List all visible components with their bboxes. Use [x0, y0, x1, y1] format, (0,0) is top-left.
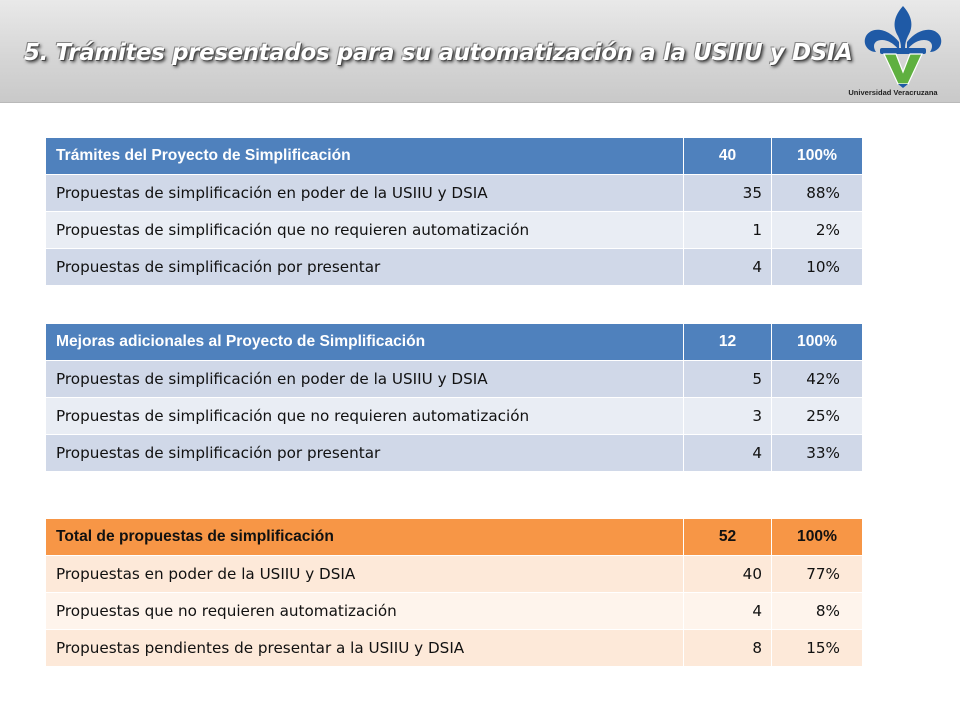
row-count: 4	[683, 592, 772, 630]
total-proposals-table: Total de propuestas de simplificación 52…	[45, 518, 863, 667]
row-percent: 10%	[771, 248, 863, 286]
table-row: Propuestas pendientes de presentar a la …	[45, 629, 863, 667]
row-percent: 15%	[771, 629, 863, 667]
table-row: Propuestas de simplificación que no requ…	[45, 211, 863, 249]
additional-improvements-table: Mejoras adicionales al Proyecto de Simpl…	[45, 323, 863, 472]
row-percent: 2%	[771, 211, 863, 249]
slide-title: 5. Trámites presentados para su automati…	[24, 40, 853, 66]
row-percent: 77%	[771, 555, 863, 593]
row-count: 4	[683, 248, 772, 286]
header-percent: 100%	[771, 518, 863, 556]
row-label: Propuestas de simplificación por present…	[45, 434, 684, 472]
table-row: Propuestas de simplificación que no requ…	[45, 397, 863, 435]
row-label: Propuestas de simplificación por present…	[45, 248, 684, 286]
row-label: Propuestas de simplificación en poder de…	[45, 174, 684, 212]
row-count: 40	[683, 555, 772, 593]
row-count: 5	[683, 360, 772, 398]
row-count: 3	[683, 397, 772, 435]
table-row: Propuestas de simplificación por present…	[45, 248, 863, 286]
header-label: Total de propuestas de simplificación	[45, 518, 684, 556]
row-label: Propuestas que no requieren automatizaci…	[45, 592, 684, 630]
row-label: Propuestas pendientes de presentar a la …	[45, 629, 684, 667]
row-label: Propuestas de simplificación que no requ…	[45, 397, 684, 435]
table-row: Propuestas en poder de la USIIU y DSIA 4…	[45, 555, 863, 593]
table-header-row: Total de propuestas de simplificación 52…	[45, 518, 863, 556]
row-percent: 88%	[771, 174, 863, 212]
row-count: 35	[683, 174, 772, 212]
row-label: Propuestas de simplificación en poder de…	[45, 360, 684, 398]
slide-header: 5. Trámites presentados para su automati…	[0, 0, 960, 103]
table-header-row: Trámites del Proyecto de Simplificación …	[45, 137, 863, 175]
table-row: Propuestas de simplificación por present…	[45, 434, 863, 472]
row-percent: 33%	[771, 434, 863, 472]
row-count: 8	[683, 629, 772, 667]
row-label: Propuestas de simplificación que no requ…	[45, 211, 684, 249]
header-label: Mejoras adicionales al Proyecto de Simpl…	[45, 323, 684, 361]
header-count: 40	[683, 137, 772, 175]
table-header-row: Mejoras adicionales al Proyecto de Simpl…	[45, 323, 863, 361]
header-count: 52	[683, 518, 772, 556]
fleur-de-lis-uv-logo-icon	[864, 6, 942, 88]
table-row: Propuestas de simplificación en poder de…	[45, 360, 863, 398]
logo-caption: Universidad Veracruzana	[848, 88, 938, 97]
row-count: 4	[683, 434, 772, 472]
row-percent: 25%	[771, 397, 863, 435]
header-label: Trámites del Proyecto de Simplificación	[45, 137, 684, 175]
row-percent: 42%	[771, 360, 863, 398]
header-percent: 100%	[771, 323, 863, 361]
row-percent: 8%	[771, 592, 863, 630]
table-row: Propuestas de simplificación en poder de…	[45, 174, 863, 212]
header-count: 12	[683, 323, 772, 361]
header-percent: 100%	[771, 137, 863, 175]
row-count: 1	[683, 211, 772, 249]
table-row: Propuestas que no requieren automatizaci…	[45, 592, 863, 630]
simplification-table: Trámites del Proyecto de Simplificación …	[45, 137, 863, 286]
row-label: Propuestas en poder de la USIIU y DSIA	[45, 555, 684, 593]
